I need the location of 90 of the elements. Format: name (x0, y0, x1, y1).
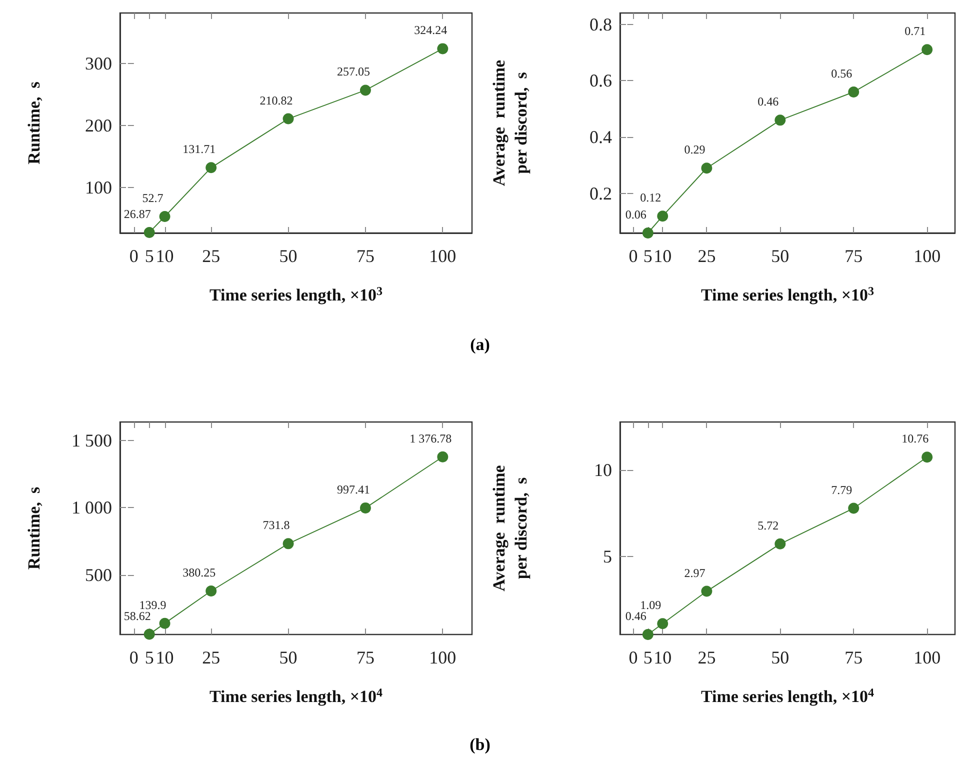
x-tick-label: 0 (129, 648, 138, 668)
data-label: 731.8 (262, 518, 290, 532)
x-tick-label: 75 (356, 246, 374, 266)
x-tick-label: 10 (156, 246, 174, 266)
data-label: 0.29 (684, 142, 706, 157)
data-label: 257.05 (336, 64, 370, 79)
y-tick-label: 100 (85, 177, 112, 198)
point (360, 502, 371, 514)
y-tick-label: 1 500 (72, 430, 112, 450)
data-label: 5.72 (758, 518, 779, 532)
y-tick-label: 5 (603, 546, 612, 566)
x-tick-label: 25 (202, 246, 220, 266)
x-tick-label: 75 (844, 246, 863, 266)
x-tick-label: 0 (628, 648, 638, 668)
point (144, 628, 155, 640)
x-tick-label: 10 (156, 648, 174, 668)
point (437, 451, 448, 462)
data-label: 380.25 (182, 565, 216, 580)
point (922, 44, 933, 56)
point (159, 211, 170, 222)
x-tick-label: 25 (698, 648, 716, 668)
x-tick-label: 25 (698, 246, 716, 266)
data-label: 7.79 (831, 482, 852, 497)
point (657, 618, 668, 630)
y-axis-title: Average runtime per discord, s (490, 464, 530, 592)
data-label: 0.71 (904, 24, 926, 38)
y-tick-label: 1 000 (72, 498, 112, 518)
data-label: 52.7 (142, 191, 164, 205)
point (206, 586, 217, 596)
point (282, 113, 294, 124)
y-tick-label: 500 (85, 564, 112, 585)
y-tick-label: 0.4 (590, 127, 612, 148)
y-tick-label: 0.6 (590, 70, 612, 91)
point (922, 452, 933, 463)
x-tick-label: 5 (144, 648, 154, 668)
data-label: 997.41 (336, 482, 370, 496)
data-label: 131.71 (182, 142, 216, 156)
data-label: 210.82 (260, 93, 293, 108)
point (774, 538, 786, 550)
point (282, 538, 294, 550)
x-tick-label: 100 (914, 246, 941, 266)
x-tick-label: 75 (356, 648, 374, 668)
data-label: 0.56 (831, 66, 852, 80)
point (701, 162, 712, 174)
data-label: 26.87 (124, 206, 151, 221)
point (642, 228, 654, 238)
text: (a) (469, 335, 491, 355)
x-tick-label: 50 (279, 246, 298, 266)
x-tick-label: 75 (844, 648, 863, 668)
point (848, 502, 860, 514)
point (701, 586, 712, 597)
y-axis-title: Runtime, s (24, 81, 44, 164)
point (848, 86, 860, 98)
y-axis-title: Average runtime per discord, s (490, 59, 530, 186)
text: (b) (468, 735, 492, 755)
x-tick-label: 50 (771, 246, 790, 266)
data-label: 0.06 (625, 208, 646, 222)
point (657, 210, 668, 222)
x-tick-label: 50 (771, 648, 790, 668)
x-tick-label: 100 (429, 246, 456, 266)
x-tick-label: 25 (202, 648, 220, 668)
y-tick-label: 0.2 (590, 184, 612, 204)
x-tick-label: 50 (279, 648, 298, 668)
x-tick-label: 5 (643, 246, 652, 266)
x-tick-label: 5 (643, 648, 652, 668)
x-tick-label: 10 (654, 648, 672, 668)
point (437, 43, 448, 54)
data-label: 10.76 (902, 432, 929, 446)
x-tick-label: 5 (144, 246, 154, 266)
point (144, 226, 155, 238)
data-label: 2.97 (684, 566, 706, 580)
point (642, 629, 654, 640)
y-axis-title: Runtime, s (24, 486, 44, 570)
data-label: 324.24 (414, 23, 448, 38)
x-tick-label: 100 (429, 648, 456, 668)
data-label: 1 376.78 (410, 431, 452, 446)
y-tick-label: 10 (594, 460, 612, 480)
y-tick-label: 300 (85, 54, 112, 74)
x-tick-label: 10 (654, 246, 672, 266)
x-tick-label: 100 (914, 648, 941, 668)
data-label: 0.12 (640, 190, 662, 205)
point (159, 618, 170, 629)
x-tick-label: 0 (129, 246, 138, 266)
point (360, 84, 371, 96)
y-tick-label: 200 (85, 115, 112, 136)
point (774, 114, 786, 126)
y-tick-label: 0.8 (590, 14, 612, 34)
data-label: 0.46 (758, 94, 779, 109)
x-tick-label: 0 (628, 246, 638, 266)
point (206, 162, 217, 174)
